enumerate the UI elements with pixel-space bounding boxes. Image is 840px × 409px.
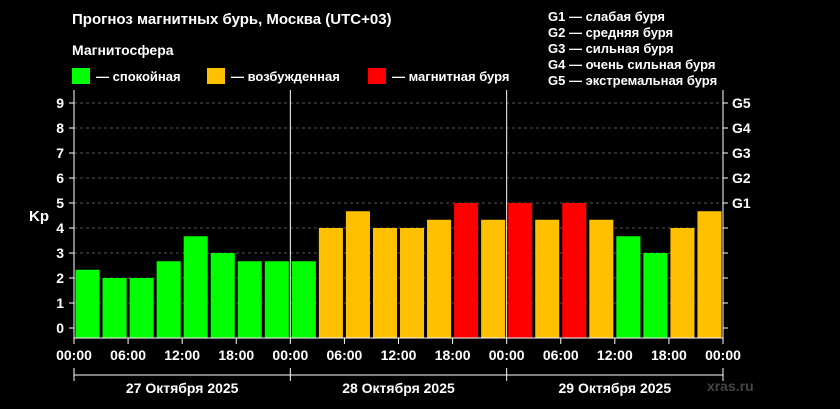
g-scale-legend: G1 — слабая буря G2 — средняя буря G3 — …	[548, 9, 717, 89]
x-tick-label: 18:00	[435, 347, 471, 363]
day-label: 27 Октября 2025	[126, 380, 239, 396]
day-label: 28 Октября 2025	[342, 380, 455, 396]
kp-bar	[400, 228, 425, 338]
g-scale-g4: G4 — очень сильная буря	[548, 57, 716, 72]
g-scale-g2: G2 — средняя буря	[548, 25, 674, 40]
kp-bar	[183, 236, 208, 338]
kp-bar	[589, 219, 614, 338]
legend-swatch-quiet	[72, 68, 90, 84]
x-tick-label: 00:00	[56, 347, 92, 363]
g-level-label: G1	[732, 195, 751, 211]
x-tick-label: 12:00	[597, 347, 633, 363]
kp-bar	[237, 261, 262, 338]
watermark: xras.ru	[707, 378, 754, 394]
kp-bar	[454, 203, 479, 338]
g-scale-g3: G3 — сильная буря	[548, 41, 674, 56]
legend-swatch-unsettled	[207, 68, 225, 84]
g-level-label: G2	[732, 170, 751, 186]
kp-bar	[264, 261, 289, 338]
x-tick-label: 06:00	[543, 347, 579, 363]
x-tick-label: 18:00	[218, 347, 254, 363]
x-tick-label: 12:00	[164, 347, 200, 363]
kp-bar	[291, 261, 316, 338]
chart-subtitle: Магнитосфера	[72, 42, 174, 58]
legend-item-storm: — магнитная буря	[368, 68, 509, 84]
x-tick-label: 06:00	[327, 347, 363, 363]
kp-bar	[210, 253, 235, 338]
kp-bar	[102, 278, 127, 338]
kp-bar	[481, 219, 506, 338]
x-tick-label: 12:00	[381, 347, 417, 363]
chart-title: Прогноз магнитных бурь, Москва (UTC+03)	[72, 11, 392, 28]
legend-label-storm: — магнитная буря	[392, 68, 510, 84]
g-level-label: G4	[732, 120, 751, 136]
x-tick-label: 06:00	[110, 347, 146, 363]
y-tick-label: 5	[56, 195, 64, 211]
x-tick-label: 00:00	[489, 347, 525, 363]
y-tick-label: 2	[56, 270, 64, 286]
g-scale-g1: G1 — слабая буря	[548, 9, 666, 24]
y-tick-label: 0	[56, 320, 64, 336]
x-tick-label: 00:00	[705, 347, 741, 363]
kp-bar	[129, 278, 154, 338]
kp-bar	[670, 228, 695, 338]
g-scale-g5: G5 — экстремальная буря	[548, 73, 718, 88]
y-tick-label: 4	[56, 220, 64, 236]
kp-bar	[616, 236, 641, 338]
legend-item-unsettled: — возбужденная	[207, 68, 340, 84]
kp-bar	[508, 203, 533, 338]
g-level-label: G5	[732, 95, 751, 111]
kp-bar	[643, 253, 668, 338]
kp-bar	[156, 261, 181, 338]
y-tick-label: 9	[56, 95, 64, 111]
legend-item-quiet: — спокойная	[72, 68, 181, 84]
kp-bar	[697, 211, 722, 338]
kp-bar	[345, 211, 370, 338]
y-tick-label: 3	[56, 245, 64, 261]
legend-swatch-storm	[368, 68, 386, 84]
kp-bar	[372, 228, 397, 338]
x-tick-label: 00:00	[272, 347, 308, 363]
kp-bar	[75, 269, 100, 338]
y-tick-label: 6	[56, 170, 64, 186]
legend-label-quiet: — спокойная	[96, 68, 181, 84]
y-tick-label: 7	[56, 145, 64, 161]
day-label: 29 Октября 2025	[559, 380, 672, 396]
kp-bar	[318, 228, 343, 338]
legend-label-unsettled: — возбужденная	[231, 68, 340, 84]
x-tick-label: 18:00	[651, 347, 687, 363]
y-tick-label: 8	[56, 120, 64, 136]
y-axis-label: Kp	[29, 208, 49, 225]
y-tick-label: 1	[56, 295, 64, 311]
kp-bar	[535, 219, 560, 338]
kp-bar	[427, 219, 452, 338]
g-level-label: G3	[732, 145, 751, 161]
kp-bar	[562, 203, 587, 338]
